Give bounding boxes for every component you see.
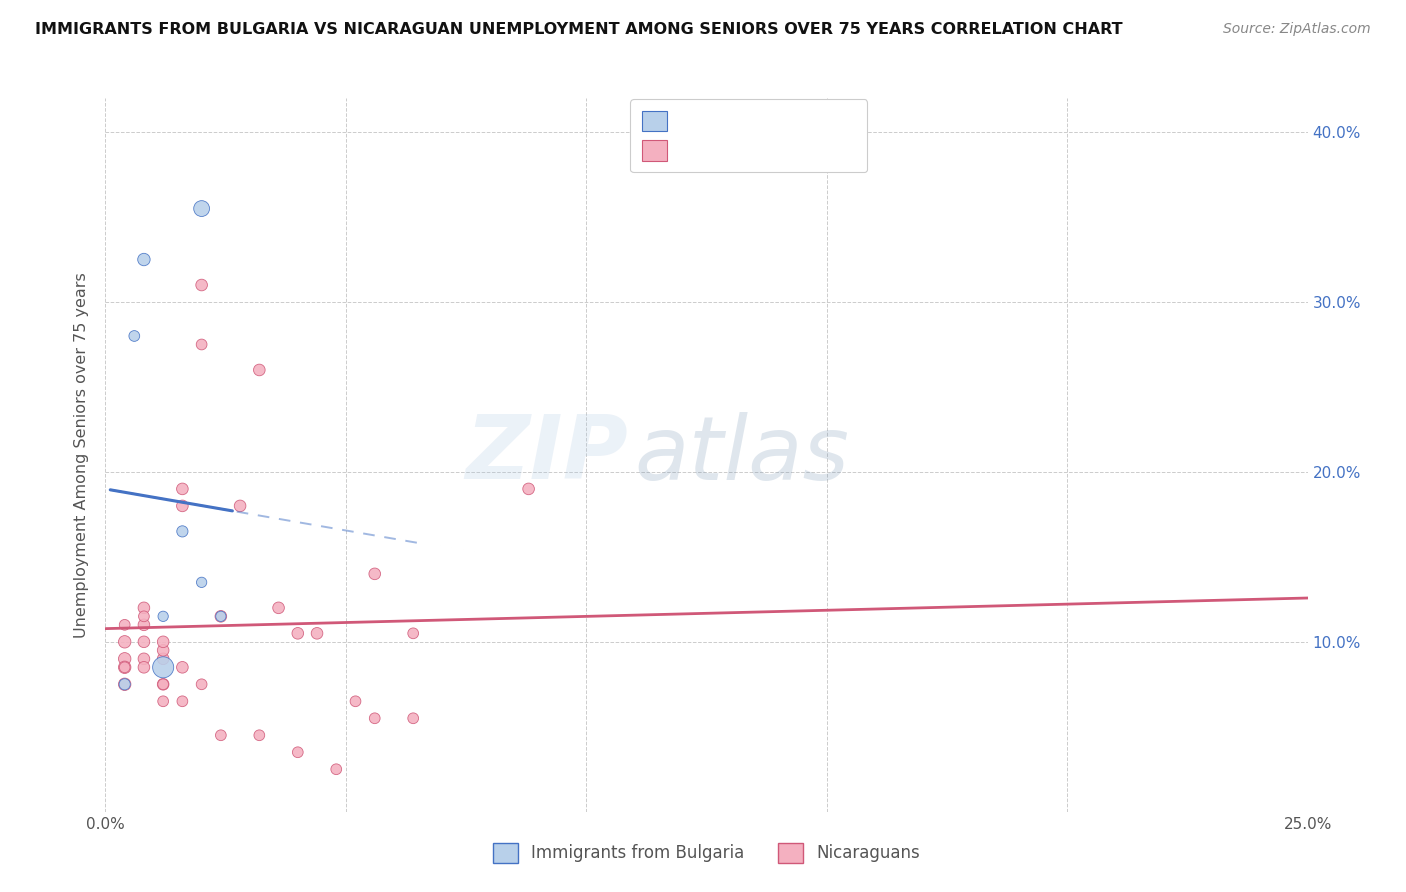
Point: [124, 329, 146, 343]
Point: [172, 482, 194, 496]
Point: [402, 626, 425, 640]
Point: [172, 524, 194, 539]
Text: R =: R =: [661, 141, 697, 159]
Point: [132, 600, 155, 615]
Point: [172, 660, 194, 674]
Point: [209, 728, 232, 742]
Point: [172, 694, 194, 708]
Point: [190, 575, 212, 590]
Point: [114, 660, 136, 674]
Point: [209, 609, 232, 624]
Text: N =: N =: [776, 141, 813, 159]
Text: IMMIGRANTS FROM BULGARIA VS NICARAGUAN UNEMPLOYMENT AMONG SENIORS OVER 75 YEARS : IMMIGRANTS FROM BULGARIA VS NICARAGUAN U…: [35, 22, 1123, 37]
Point: [114, 677, 136, 691]
Text: 9: 9: [806, 114, 823, 132]
Text: N =: N =: [776, 114, 813, 132]
Text: ZIP: ZIP: [465, 411, 628, 499]
Point: [190, 278, 212, 293]
Point: [172, 499, 194, 513]
Text: atlas: atlas: [634, 412, 849, 498]
Point: [267, 600, 290, 615]
Point: [152, 609, 174, 624]
Text: 0.106: 0.106: [690, 141, 744, 159]
Point: [247, 728, 270, 742]
Point: [152, 677, 174, 691]
Point: [190, 337, 212, 351]
Point: [287, 626, 309, 640]
Point: [152, 652, 174, 666]
Point: [114, 677, 136, 691]
Legend:                                   ,                                   : ,: [630, 99, 868, 172]
Y-axis label: Unemployment Among Seniors over 75 years: Unemployment Among Seniors over 75 years: [75, 272, 90, 638]
Point: [190, 677, 212, 691]
Point: [190, 202, 212, 216]
Point: [152, 660, 174, 674]
Point: [114, 652, 136, 666]
Point: [152, 694, 174, 708]
Text: 37: 37: [806, 141, 828, 159]
Text: Source: ZipAtlas.com: Source: ZipAtlas.com: [1223, 22, 1371, 37]
Point: [132, 609, 155, 624]
Point: [132, 660, 155, 674]
Point: [152, 677, 174, 691]
Point: [344, 694, 367, 708]
Point: [132, 617, 155, 632]
Point: [402, 711, 425, 725]
Point: [152, 643, 174, 657]
Point: [132, 652, 155, 666]
Text: 0.327: 0.327: [690, 114, 744, 132]
Point: [287, 745, 309, 759]
Point: [325, 762, 347, 776]
Point: [132, 252, 155, 267]
Point: [247, 363, 270, 377]
Point: [517, 482, 540, 496]
Point: [209, 609, 232, 624]
Point: [364, 566, 387, 581]
Point: [364, 711, 387, 725]
Point: [229, 499, 252, 513]
Point: [152, 635, 174, 649]
Point: [132, 635, 155, 649]
Point: [305, 626, 328, 640]
Point: [114, 617, 136, 632]
Point: [114, 635, 136, 649]
Point: [114, 660, 136, 674]
Text: R =: R =: [661, 114, 697, 132]
